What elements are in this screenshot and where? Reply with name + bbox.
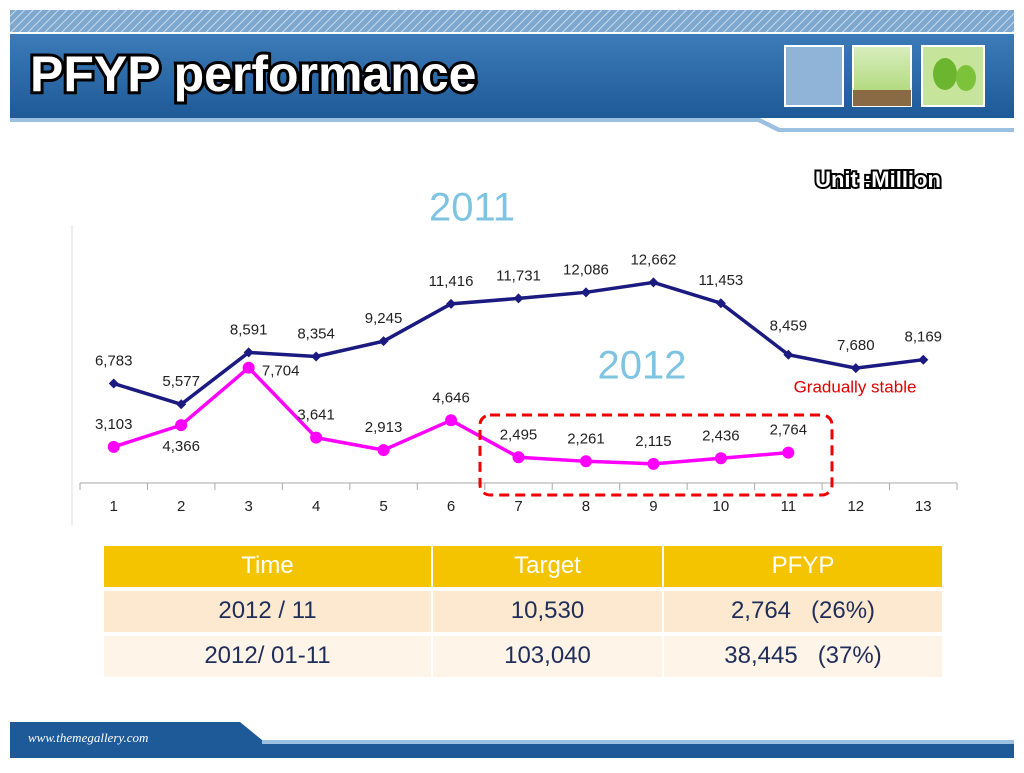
series-name: 2011 <box>429 186 515 230</box>
deco-square <box>784 45 844 107</box>
cell-text: 10,530 <box>511 597 584 624</box>
data-label: 8,459 <box>770 318 808 335</box>
data-label: 8,169 <box>904 329 942 346</box>
cell <box>662 634 944 679</box>
marker <box>108 378 119 389</box>
header-edge <box>10 118 1014 132</box>
header-text: Target <box>514 552 581 579</box>
x-tick-label: 7 <box>514 498 522 515</box>
cell <box>431 589 664 634</box>
cell-text: 103,040 <box>504 642 591 669</box>
marker <box>850 363 861 374</box>
marker <box>378 336 389 347</box>
data-label: 6,783 <box>95 353 133 370</box>
cell-text: 2012 / 11 <box>218 597 316 624</box>
data-label: 4,366 <box>162 438 200 455</box>
x-tick-label: 2 <box>177 498 185 515</box>
x-tick-label: 11 <box>781 498 797 515</box>
marker <box>714 452 727 465</box>
data-label: 11,453 <box>699 272 744 289</box>
x-tick-label: 5 <box>379 498 387 515</box>
marker <box>377 444 390 457</box>
marker <box>176 399 187 410</box>
marker <box>512 451 525 464</box>
header-text: Time <box>241 552 293 579</box>
cell <box>102 589 433 634</box>
data-label: 2,261 <box>567 430 605 447</box>
x-tick-label: 3 <box>244 498 252 515</box>
data-label: 5,577 <box>162 373 200 390</box>
header-cell <box>662 544 944 589</box>
data-label: 11,731 <box>496 267 541 284</box>
marker <box>580 287 591 298</box>
data-label: 8,354 <box>297 325 335 342</box>
cell-text: 2012/ 01-11 <box>204 642 330 669</box>
data-label: 2,764 <box>770 422 808 439</box>
deco-soil <box>853 90 911 106</box>
series-name: 2012 <box>598 344 687 388</box>
marker <box>445 414 458 427</box>
header-cell <box>102 544 433 589</box>
data-label: 9,245 <box>365 310 403 327</box>
footer-text: www.themegallery.com <box>28 730 148 745</box>
marker <box>782 446 795 459</box>
x-tick-label: 6 <box>447 498 455 515</box>
marker <box>918 354 929 365</box>
data-label: 3,103 <box>95 416 133 433</box>
deco-leaf <box>933 58 957 90</box>
header-hatch <box>10 10 1014 32</box>
x-tick-label: 10 <box>713 498 730 515</box>
x-tick-label: 13 <box>915 498 932 515</box>
marker <box>311 351 322 362</box>
data-label: 2,436 <box>702 427 740 444</box>
marker <box>783 349 794 360</box>
header-cell <box>431 544 664 589</box>
marker <box>647 457 660 470</box>
unit-label: Unit :Million <box>815 167 941 192</box>
x-tick-label: 1 <box>110 498 118 515</box>
x-tick-label: 9 <box>649 498 657 515</box>
title: PFYP performance <box>30 46 476 102</box>
x-tick-label: 4 <box>312 498 320 515</box>
x-tick-label: 8 <box>582 498 590 515</box>
marker <box>715 298 726 309</box>
deco-leaf <box>956 65 976 91</box>
footer-edge <box>262 740 1014 744</box>
data-label: 4,646 <box>432 389 470 406</box>
data-label: 12,662 <box>630 251 676 268</box>
marker <box>513 293 524 304</box>
data-label: 12,086 <box>563 261 609 278</box>
data-label: 11,416 <box>429 273 474 290</box>
x-tick-label: 12 <box>847 498 864 515</box>
data-label: 2,495 <box>500 426 538 443</box>
data-label: 7,680 <box>837 337 875 354</box>
marker <box>579 455 592 468</box>
cell-text: 2,764 (26%) <box>731 597 875 624</box>
data-label: 2,913 <box>365 419 403 436</box>
marker <box>242 361 255 374</box>
data-label: 2,115 <box>635 433 671 450</box>
header-band <box>10 34 1014 118</box>
data-label: 7,704 <box>262 363 300 380</box>
marker <box>310 431 323 444</box>
table: Time Target PFYP 2012 / 11 10,530 2,764 (26%)… <box>102 544 944 679</box>
marker <box>107 440 120 453</box>
header-text: PFYP <box>772 552 835 579</box>
marker <box>446 298 457 309</box>
data-label: 8,591 <box>230 321 268 338</box>
highlight-box <box>478 413 834 497</box>
cell-text: 38,445 (37%) <box>724 642 881 669</box>
cell <box>662 589 944 634</box>
marker <box>243 347 254 358</box>
marker <box>648 277 659 288</box>
marker <box>175 419 188 432</box>
data-label: 3,641 <box>297 407 335 424</box>
annotation: Gradually stable <box>794 377 917 396</box>
